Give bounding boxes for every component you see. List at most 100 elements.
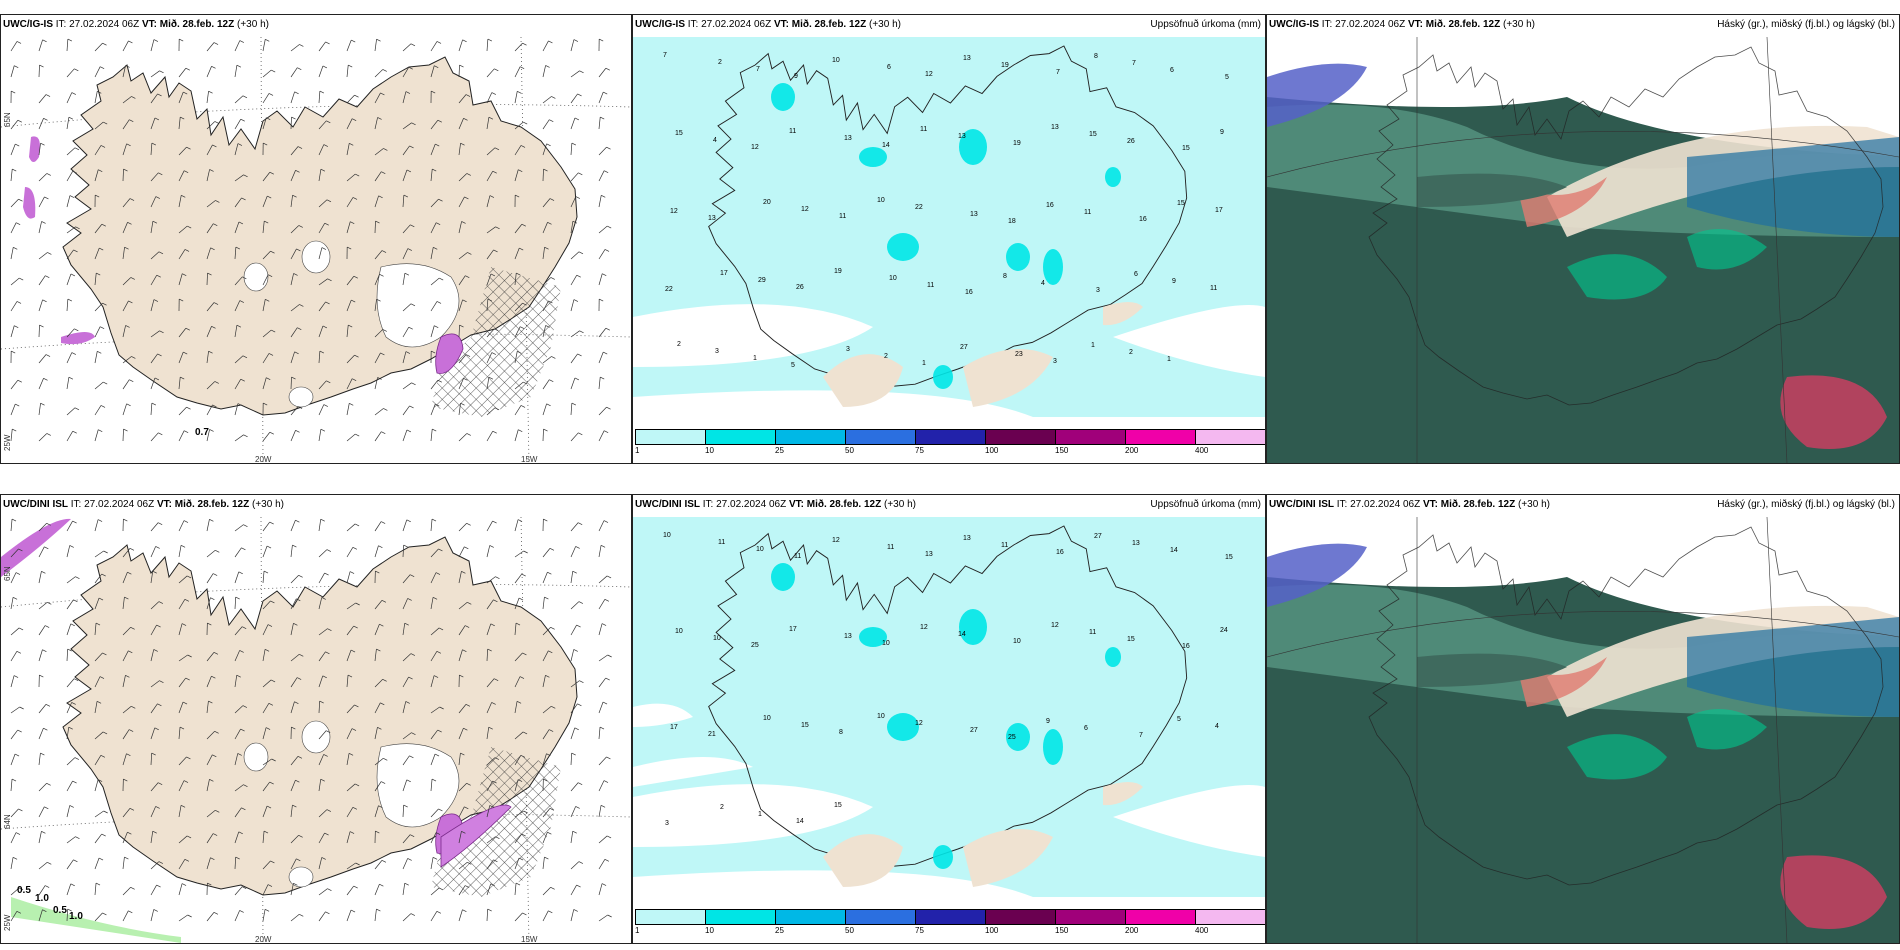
wind-value-label: 0.5 [17, 885, 31, 896]
precip-value-label: 17 [1215, 207, 1223, 214]
lon-label-15w: 15W [521, 455, 538, 464]
panel-title: UWC/IG-IS IT: 27.02.2024 06Z VT: Mið. 28… [635, 19, 901, 30]
lon-label-20w: 20W [255, 935, 272, 944]
precip-value-label: 2 [720, 804, 724, 811]
precip-value-label: 24 [1220, 627, 1228, 634]
colorbar-tick-label: 25 [775, 926, 784, 935]
wind-value-label: 0.5 [53, 905, 67, 916]
precip-value-label: 17 [670, 724, 678, 731]
precip-value-label: 10 [675, 628, 683, 635]
precip-value-label: 10 [1013, 638, 1021, 645]
panel-title: UWC/IG-IS IT: 27.02.2024 06Z VT: Mið. 28… [1269, 19, 1535, 30]
precip-value-label: 26 [1127, 138, 1135, 145]
precip-value-label: 26 [796, 284, 804, 291]
wind-value-label: 0.7 [195, 427, 209, 438]
colorbar-tick-label: 150 [1055, 926, 1069, 935]
precip-map: 1011101112111313111627131415101025171310… [633, 517, 1265, 913]
precip-value-label: 16 [1056, 549, 1064, 556]
wind-map [1, 37, 631, 463]
precip-value-label: 12 [925, 71, 933, 78]
precip-value-label: 2 [718, 59, 722, 66]
lon-label-25w: 25W [3, 914, 12, 931]
precip-value-label: 14 [796, 818, 804, 825]
colorbar-tick-label: 75 [915, 926, 924, 935]
precip-map: 7279106121319787651541211131411131913152… [633, 37, 1265, 433]
precip-value-label: 2 [884, 353, 888, 360]
precip-value-label: 14 [958, 631, 966, 638]
wind-value-label: 1.0 [69, 911, 83, 922]
panel-title: UWC/IG-IS IT: 27.02.2024 06Z VT: Mið. 28… [3, 19, 269, 30]
precip-value-label: 25 [751, 642, 759, 649]
bottom-cloud-panel: UWC/DINI ISL IT: 27.02.2024 06Z VT: Mið.… [1266, 494, 1900, 944]
precip-value-label: 10 [832, 57, 840, 64]
precip-value-label: 10 [763, 715, 771, 722]
colorbar-swatch [846, 430, 916, 444]
precip-value-label: 19 [1013, 140, 1021, 147]
precip-value-label: 16 [1182, 643, 1190, 650]
precip-value-label: 9 [794, 73, 798, 80]
colorbar-tick-label: 1 [635, 926, 640, 935]
precip-value-label: 1 [1167, 356, 1171, 363]
precip-value-label: 12 [832, 537, 840, 544]
precip-value-label: 13 [844, 633, 852, 640]
precip-value-label: 6 [1134, 271, 1138, 278]
colorbar-tick-label: 400 [1195, 446, 1209, 455]
colorbar-tick-label: 50 [845, 446, 854, 455]
precip-colorbar: 1 10 25 50 75 100 150 200 400 [635, 429, 1265, 459]
bottom-wind-panel: UWC/DINI ISL IT: 27.02.2024 06Z VT: Mið.… [0, 494, 632, 944]
colorbar-swatch [1056, 910, 1126, 924]
colorbar-tick-label: 50 [845, 926, 854, 935]
colorbar-swatch [776, 430, 846, 444]
precip-value-label: 6 [1084, 725, 1088, 732]
colorbar-tick-label: 400 [1195, 926, 1209, 935]
precip-value-label: 15 [801, 722, 809, 729]
colorbar-swatch [776, 910, 846, 924]
precip-value-label: 7 [756, 66, 760, 73]
precip-value-label: 10 [882, 640, 890, 647]
precip-value-label: 10 [877, 713, 885, 720]
precip-value-label: 9 [1046, 718, 1050, 725]
precip-value-label: 7 [1132, 60, 1136, 67]
precip-value-label: 15 [834, 802, 842, 809]
cloud-map [1267, 37, 1899, 463]
colorbar-tick-label: 75 [915, 446, 924, 455]
precip-value-label: 27 [970, 727, 978, 734]
panel-subtitle: Háský (gr.), miðský (fj.bl.) og lágský (… [1717, 499, 1895, 510]
colorbar-swatch [706, 910, 776, 924]
precip-value-label: 7 [1139, 732, 1143, 739]
colorbar-swatch [1056, 430, 1126, 444]
cloud-map [1267, 517, 1899, 943]
precip-value-label: 10 [889, 275, 897, 282]
precip-value-label: 6 [887, 64, 891, 71]
precip-value-label: 18 [1008, 218, 1016, 225]
precip-value-label: 12 [751, 144, 759, 151]
precip-value-label: 12 [670, 208, 678, 215]
precip-value-label: 1 [758, 811, 762, 818]
precip-value-label: 13 [958, 133, 966, 140]
precip-value-label: 7 [663, 52, 667, 59]
colorbar-swatch [846, 910, 916, 924]
colorbar-swatch [916, 430, 986, 444]
panel-title: UWC/DINI ISL IT: 27.02.2024 06Z VT: Mið.… [3, 499, 284, 510]
precip-value-label: 9 [1172, 278, 1176, 285]
precip-value-label: 12 [1051, 622, 1059, 629]
precip-value-label: 5 [1225, 74, 1229, 81]
colorbar-swatch [1126, 430, 1196, 444]
precip-value-label: 11 [887, 544, 894, 551]
precip-value-label: 17 [789, 626, 797, 633]
lat-label-64n: 64N [3, 814, 12, 829]
precip-value-label: 15 [1089, 131, 1097, 138]
precip-value-label: 3 [715, 348, 719, 355]
colorbar-tick-label: 200 [1125, 446, 1139, 455]
precip-value-label: 2 [1129, 349, 1133, 356]
precip-value-label: 4 [1041, 280, 1045, 287]
precip-value-label: 5 [1177, 716, 1181, 723]
precip-value-label: 7 [1056, 69, 1060, 76]
precip-value-label: 9 [1220, 129, 1224, 136]
precip-value-label: 11 [839, 213, 846, 220]
colorbar-swatch [986, 910, 1056, 924]
precip-value-label: 12 [920, 624, 928, 631]
precip-value-label: 22 [915, 204, 923, 211]
wind-value-label: 1.0 [35, 893, 49, 904]
precip-value-label: 16 [1139, 216, 1147, 223]
